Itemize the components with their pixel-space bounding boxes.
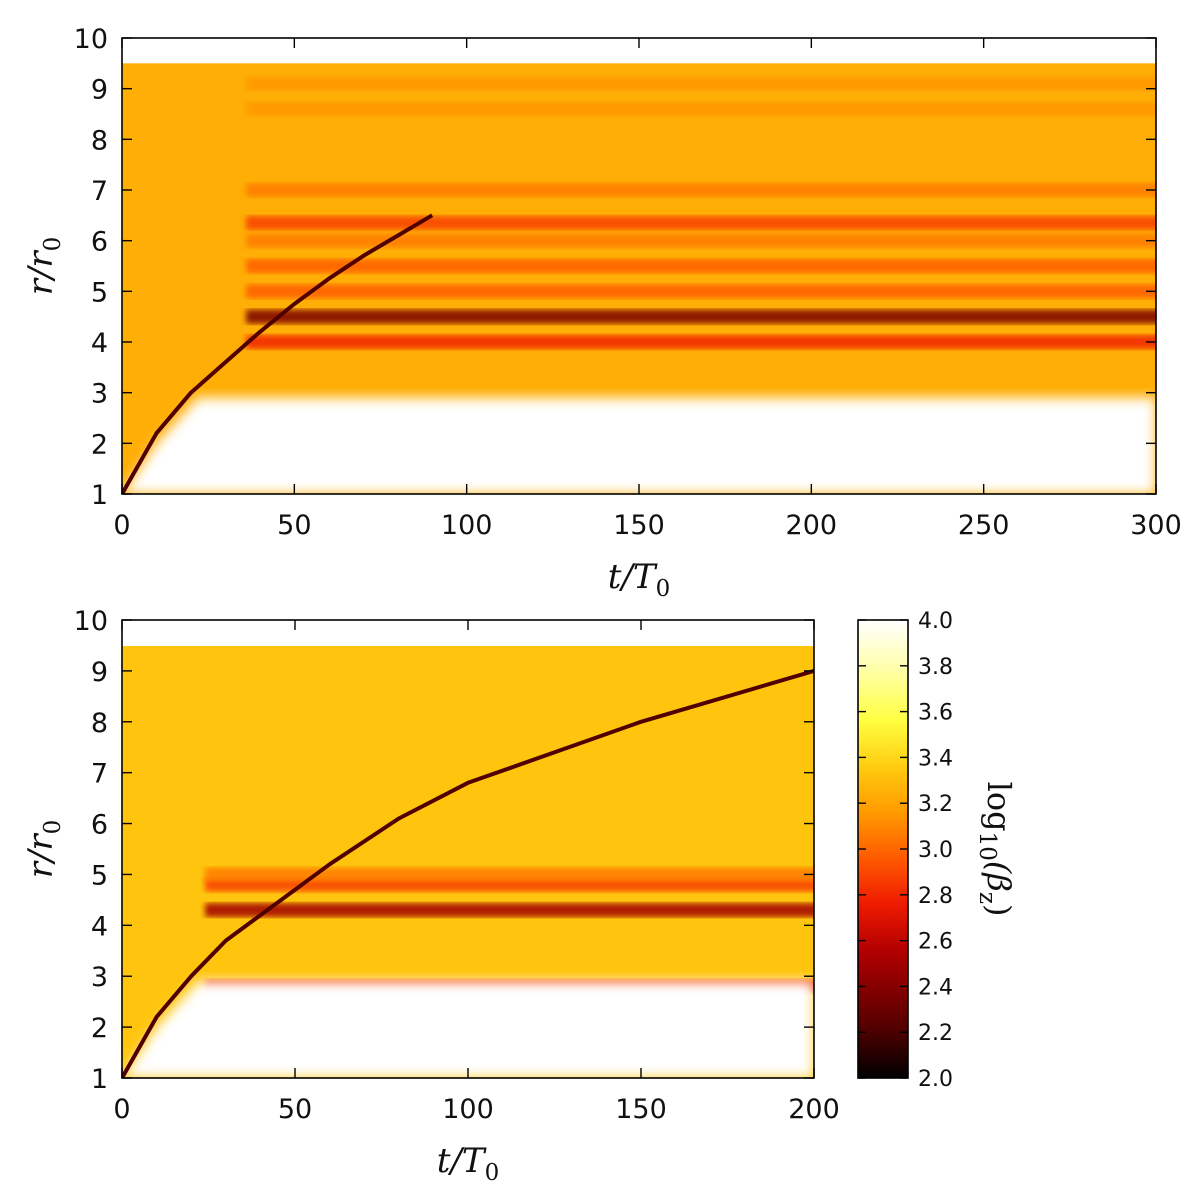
colorbar-tick-label: 3.0	[918, 838, 953, 863]
top-x-tick-label: 0	[113, 510, 130, 541]
colorbar-tick-label: 3.2	[918, 792, 953, 817]
colorbar-tick-label: 4.0	[918, 609, 953, 634]
bottom-y-tick-label: 2	[91, 1013, 108, 1044]
top-y-axis-label: r/r0	[21, 237, 66, 296]
top-band-1	[246, 309, 1156, 324]
bottom-x-axis-label: t/T0	[437, 1141, 499, 1186]
bottom-x-tick-label: 50	[278, 1094, 312, 1125]
top-x-tick-label: 150	[613, 510, 665, 541]
colorbar: 2.0 2.2 2.4 2.6 2.8 3.0 3.2 3.4 3.6 3.8 4.0 log10(…	[857, 609, 1018, 1092]
colorbar-tick-label: 2.0	[918, 1067, 953, 1092]
top-band-7	[246, 101, 1156, 116]
top-x-tick-label: 250	[958, 510, 1010, 541]
top-x-tick-label: 50	[277, 510, 311, 541]
colorbar-tick-label: 2.6	[918, 930, 953, 955]
top-band-2	[246, 284, 1156, 299]
top-ticks: 0 50 100 150 200 250 300 1 2 3 4 5 6 7 8 9 10	[74, 24, 1182, 541]
top-x-tick-label: 300	[1130, 510, 1182, 541]
colorbar-tick-label: 3.8	[918, 655, 953, 680]
top-x-axis-label: t/T0	[608, 557, 670, 602]
bottom-y-tick-label: 6	[91, 810, 108, 841]
colorbar-ticks: 2.0 2.2 2.4 2.6 2.8 3.0 3.2 3.4 3.6 3.8 4.0	[858, 609, 953, 1092]
bottom-y-tick-label: 7	[91, 759, 108, 790]
bottom-band-0	[205, 903, 814, 918]
bottom-band-2	[205, 867, 814, 882]
top-y-tick-label: 7	[91, 176, 108, 207]
top-heatmap-panel: 0 50 100 150 200 250 300 1 2 3 4 5 6 7 8 9 10 t/T0 r/r0	[21, 24, 1182, 602]
top-band-0	[246, 335, 1156, 349]
top-y-tick-label: 9	[91, 75, 108, 106]
bottom-heatmap-panel: 0 50 100 150 200 1 2 3 4 5 6 7 8 9 10 t/T0 r/r0	[21, 606, 840, 1186]
bottom-y-tick-label: 10	[74, 606, 108, 637]
top-x-tick-label: 100	[441, 510, 493, 541]
bottom-x-tick-label: 100	[442, 1094, 494, 1125]
colorbar-tick-label: 3.4	[918, 746, 953, 771]
top-band-3	[246, 259, 1156, 273]
bottom-y-axis-label: r/r0	[21, 820, 66, 879]
top-y-tick-label: 8	[91, 125, 108, 156]
bottom-y-tick-label: 8	[91, 708, 108, 739]
top-y-tick-label: 5	[91, 277, 108, 308]
bottom-x-tick-label: 0	[113, 1094, 130, 1125]
top-band-5	[246, 215, 1156, 230]
bottom-shock-front	[122, 668, 814, 1078]
top-y-tick-label: 2	[91, 429, 108, 460]
bottom-ticks: 0 50 100 150 200 1 2 3 4 5 6 7 8 9 10	[74, 606, 840, 1125]
top-heatmap-image	[122, 63, 1156, 494]
top-y-tick-label: 3	[91, 379, 108, 410]
bottom-y-tick-label: 9	[91, 657, 108, 688]
colorbar-tick-label: 2.4	[918, 975, 953, 1000]
bottom-y-tick-label: 4	[91, 911, 108, 942]
top-shock-front	[122, 213, 434, 494]
top-y-tick-label: 1	[91, 480, 108, 511]
top-inner-region	[122, 397, 1156, 494]
top-y-tick-label: 4	[91, 328, 108, 359]
colorbar-tick-label: 2.8	[918, 884, 953, 909]
colorbar-label: log10(βz)	[974, 782, 1018, 917]
bottom-x-tick-label: 150	[615, 1094, 667, 1125]
top-band-8	[246, 76, 1156, 91]
colorbar-tick-label: 2.2	[918, 1021, 953, 1046]
top-x-tick-label: 200	[786, 510, 838, 541]
bottom-heatmap-image	[122, 646, 814, 1078]
top-band-4	[246, 233, 1156, 248]
top-y-tick-label: 6	[91, 227, 108, 258]
bottom-inner-region	[122, 981, 814, 1078]
colorbar-ramp	[858, 620, 908, 1078]
bottom-y-tick-label: 1	[91, 1064, 108, 1095]
top-y-tick-label: 10	[74, 24, 108, 55]
bottom-y-tick-label: 5	[91, 860, 108, 891]
bottom-y-tick-label: 3	[91, 962, 108, 993]
top-band-6	[246, 183, 1156, 197]
bottom-x-tick-label: 200	[788, 1094, 840, 1125]
colorbar-tick-label: 3.6	[918, 701, 953, 726]
